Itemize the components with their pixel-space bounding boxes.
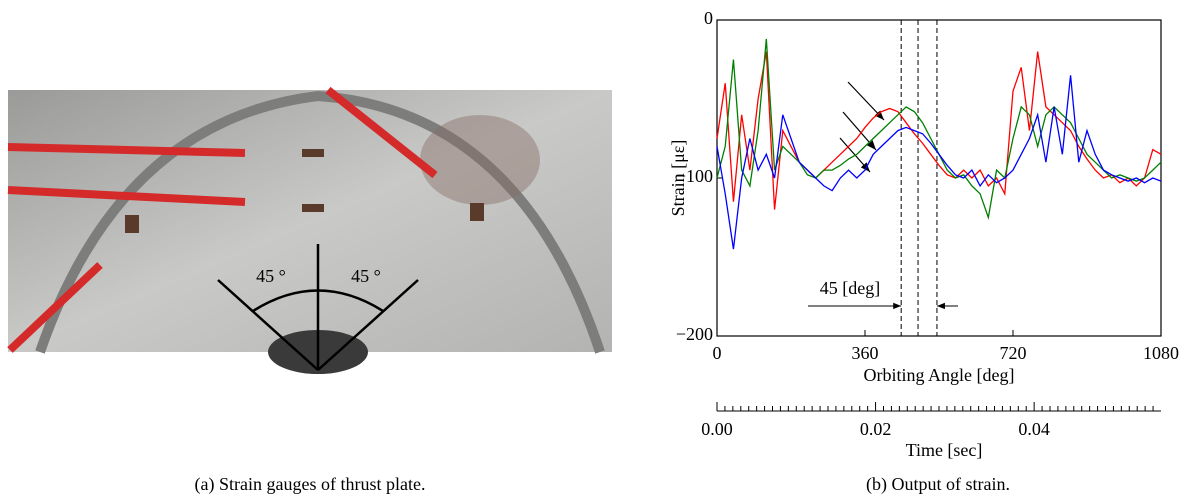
y-axis-label: Strain [με] [668, 140, 688, 217]
x-axis-label: Orbiting Angle [deg] [864, 365, 1015, 385]
series-line [716, 51, 1162, 210]
x-tick-label: 360 [852, 343, 879, 363]
annotation: 45 [deg] [820, 278, 880, 298]
annotation-arrows [839, 81, 885, 173]
time-axis-label: Time [sec] [906, 440, 983, 460]
x-tick-label: 1080 [1143, 343, 1179, 363]
x-tick-label: 720 [1000, 343, 1027, 363]
y-tick-label: −100 [676, 166, 713, 186]
x-tick-label: 0 [713, 343, 722, 363]
plot-frame [716, 19, 1162, 337]
y-tick-label: −200 [676, 324, 713, 344]
time-tick-label: 0.04 [1018, 419, 1050, 439]
angle-label: 45 ° [351, 266, 381, 286]
caption: (b) Output of strain. [866, 474, 1010, 495]
angle-label: 45 ° [256, 266, 286, 286]
time-tick-label: 0.02 [860, 419, 892, 439]
series-line [716, 38, 1162, 221]
time-tick-label: 0.00 [701, 419, 733, 439]
y-tick-label: 0 [704, 8, 713, 28]
caption: (a) Strain gauges of thrust plate. [195, 474, 426, 495]
series-line [716, 75, 1162, 250]
photo: 45 ° 45 ° [7, 86, 612, 374]
